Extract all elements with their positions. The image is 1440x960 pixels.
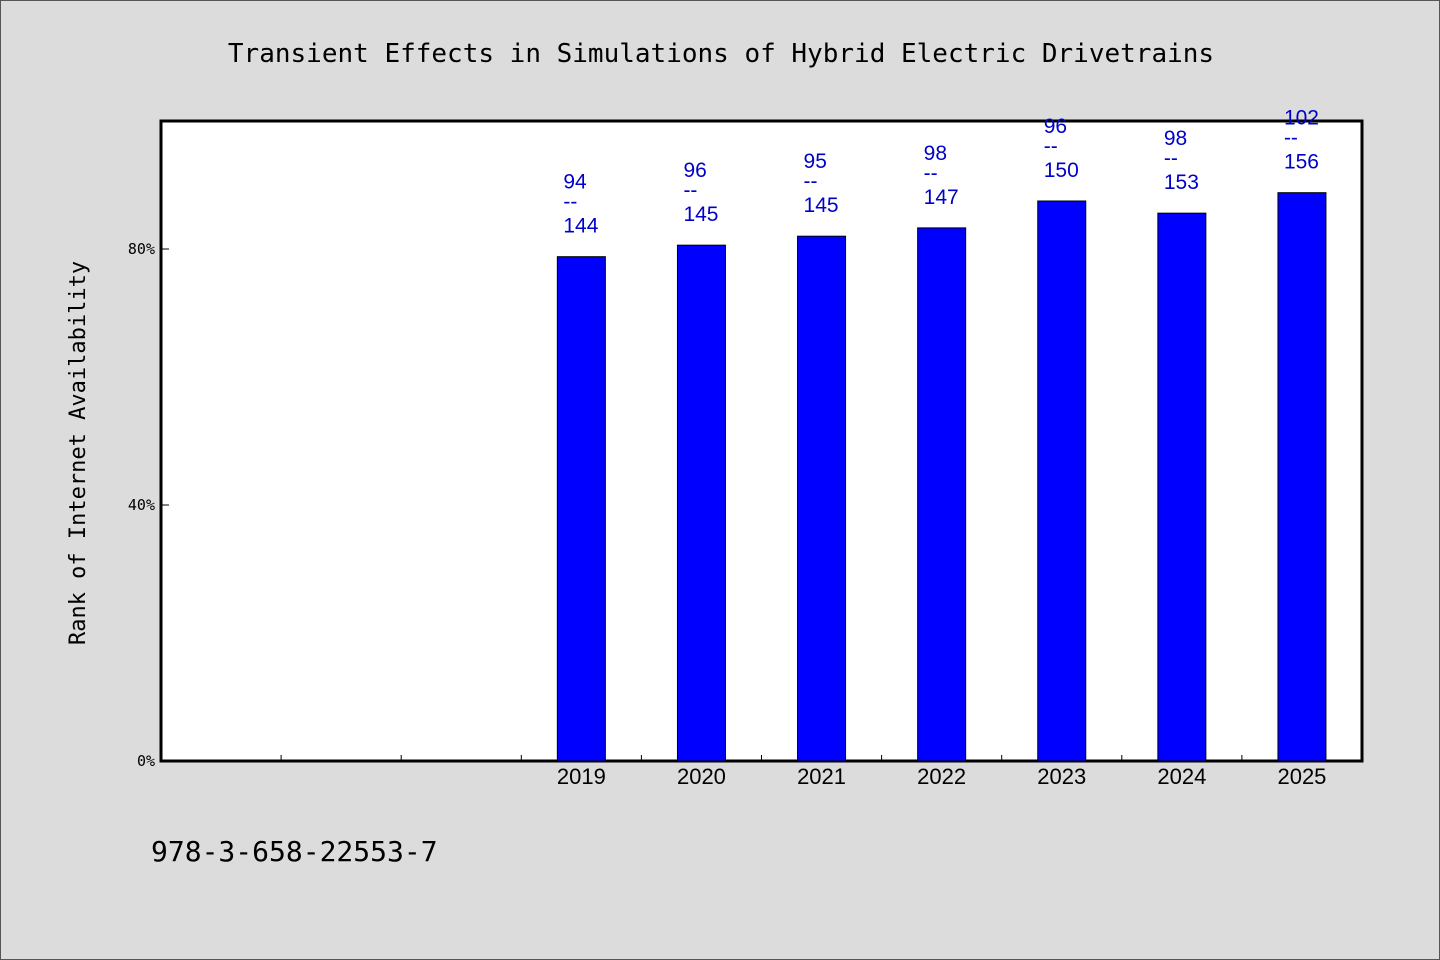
data-label-bottom: 145 xyxy=(804,194,839,217)
bar xyxy=(1277,192,1327,762)
x-tick-label: 2019 xyxy=(557,764,606,789)
data-label-bottom: 156 xyxy=(1284,151,1319,174)
footer-code: 978-3-658-22553-7 xyxy=(151,835,438,868)
y-tick-label: 40% xyxy=(128,496,155,514)
bar xyxy=(797,235,847,762)
data-label-top: 94 xyxy=(563,171,587,194)
bar xyxy=(676,244,726,762)
data-label-top: 98 xyxy=(1164,127,1187,150)
data-label-bottom: 150 xyxy=(1044,159,1079,182)
data-label-separator: -- xyxy=(1044,135,1058,158)
x-tick-label: 2020 xyxy=(677,764,726,789)
data-label-top: 95 xyxy=(804,150,827,173)
data-labels: 94--14496--14595--14598--14796--15098--1… xyxy=(563,107,1319,238)
bar xyxy=(556,256,606,762)
data-label-separator: -- xyxy=(1164,147,1178,170)
data-label-separator: -- xyxy=(1284,127,1298,150)
data-label-separator: -- xyxy=(804,170,818,193)
data-label-bottom: 144 xyxy=(563,215,598,238)
data-label-top: 98 xyxy=(924,142,947,165)
y-tick-label: 0% xyxy=(137,752,155,770)
data-label-separator: -- xyxy=(924,162,938,185)
bar-series xyxy=(556,192,1327,762)
x-tick-label: 2022 xyxy=(917,764,966,789)
data-label-separator: -- xyxy=(563,191,577,214)
data-label-top: 102 xyxy=(1284,107,1319,130)
chart-title: Transient Effects in Simulations of Hybr… xyxy=(228,39,1214,69)
data-label-bottom: 153 xyxy=(1164,171,1199,194)
y-axis-label: Rank of Internet Availability xyxy=(66,261,91,645)
y-axis: 0% 40% 80% xyxy=(128,240,169,770)
data-label-separator: -- xyxy=(683,179,697,202)
data-label-bottom: 145 xyxy=(683,203,718,226)
bar xyxy=(1037,200,1087,762)
bar xyxy=(917,227,967,762)
data-label-top: 96 xyxy=(683,159,706,182)
x-tick-label: 2023 xyxy=(1037,764,1086,789)
bar xyxy=(1157,212,1207,762)
y-tick-label: 80% xyxy=(128,240,155,258)
x-tick-label: 2021 xyxy=(797,764,846,789)
data-label-bottom: 147 xyxy=(924,186,959,209)
x-tick-label: 2025 xyxy=(1277,764,1326,789)
x-axis: 2019 2020 2021 2022 2023 2024 2025 xyxy=(280,755,1326,789)
x-tick-label: 2024 xyxy=(1157,764,1206,789)
data-label-top: 96 xyxy=(1044,115,1067,138)
